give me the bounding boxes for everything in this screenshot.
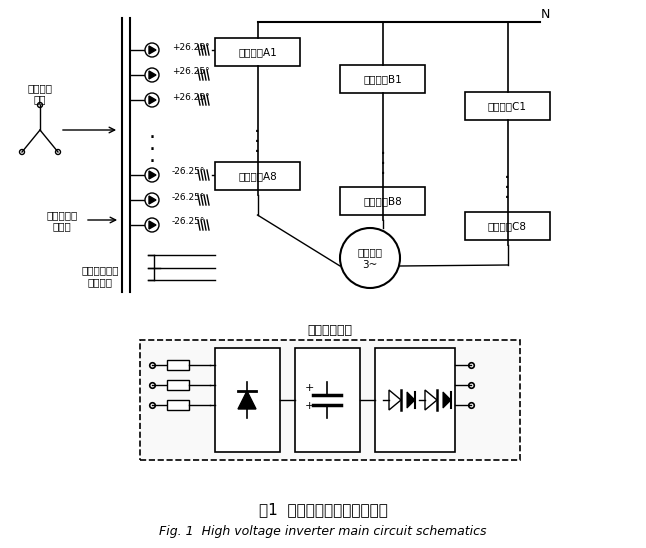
- Text: +26.25°: +26.25°: [172, 67, 209, 77]
- Text: ·: ·: [505, 189, 510, 208]
- Text: 输入: 输入: [34, 94, 47, 104]
- Text: -26.25°: -26.25°: [172, 192, 205, 202]
- Circle shape: [145, 68, 159, 82]
- Circle shape: [145, 218, 159, 232]
- Text: ·: ·: [505, 179, 510, 197]
- Polygon shape: [149, 96, 156, 104]
- Bar: [215, 38, 300, 66]
- Text: ·: ·: [255, 123, 260, 142]
- Text: ·: ·: [149, 128, 156, 148]
- Text: 三相变压变频: 三相变压变频: [81, 265, 119, 275]
- Polygon shape: [407, 392, 415, 408]
- Text: ·: ·: [149, 152, 156, 172]
- Bar: [167, 400, 189, 410]
- Bar: [140, 340, 520, 460]
- Text: 图1  高压变频器主电路原理图: 图1 高压变频器主电路原理图: [258, 503, 388, 517]
- Text: 高压电机: 高压电机: [357, 247, 382, 257]
- Circle shape: [340, 228, 400, 288]
- Text: 功率模块A1: 功率模块A1: [238, 47, 277, 57]
- Text: -26.25°: -26.25°: [172, 168, 205, 176]
- Text: -26.25°: -26.25°: [172, 218, 205, 226]
- Polygon shape: [238, 391, 256, 409]
- Text: 功率模块C1: 功率模块C1: [488, 101, 527, 111]
- Bar: [465, 92, 550, 120]
- Text: 功率模块A8: 功率模块A8: [238, 171, 277, 181]
- Circle shape: [145, 93, 159, 107]
- Text: Fig. 1  High voltage inverter main circuit schematics: Fig. 1 High voltage inverter main circui…: [160, 526, 486, 539]
- Text: 功率模块B8: 功率模块B8: [363, 196, 402, 206]
- Text: ·: ·: [379, 156, 386, 174]
- Bar: [215, 348, 280, 452]
- Polygon shape: [149, 71, 156, 79]
- Text: ·: ·: [255, 144, 260, 163]
- Polygon shape: [149, 171, 156, 179]
- Polygon shape: [149, 196, 156, 204]
- Circle shape: [145, 168, 159, 182]
- Text: 高压输出: 高压输出: [87, 277, 112, 287]
- Text: ·: ·: [505, 168, 510, 187]
- Text: 集成一体式: 集成一体式: [47, 210, 78, 220]
- Text: 功率单元结构: 功率单元结构: [307, 323, 353, 336]
- Text: 功率模块B1: 功率模块B1: [363, 74, 402, 84]
- Text: N: N: [540, 8, 550, 20]
- Text: ·: ·: [379, 146, 386, 164]
- Text: 三相高压: 三相高压: [28, 83, 52, 93]
- Bar: [340, 187, 425, 215]
- Polygon shape: [443, 392, 451, 408]
- Circle shape: [145, 43, 159, 57]
- Bar: [167, 380, 189, 390]
- Text: +26.25°: +26.25°: [172, 43, 209, 52]
- Text: 3~: 3~: [362, 260, 378, 270]
- Circle shape: [145, 193, 159, 207]
- Text: +26.25°: +26.25°: [172, 93, 209, 101]
- Polygon shape: [149, 221, 156, 229]
- Bar: [375, 348, 455, 452]
- Text: ·: ·: [149, 140, 156, 160]
- Bar: [465, 212, 550, 240]
- Text: +: +: [304, 401, 314, 411]
- Text: 功率模块C8: 功率模块C8: [488, 221, 527, 231]
- Text: 变压器: 变压器: [52, 221, 71, 231]
- Text: +: +: [304, 383, 314, 393]
- Text: ·: ·: [255, 134, 260, 152]
- Text: ·: ·: [379, 165, 386, 185]
- Bar: [167, 360, 189, 370]
- Bar: [295, 348, 360, 452]
- Bar: [340, 65, 425, 93]
- Bar: [215, 162, 300, 190]
- Polygon shape: [149, 46, 156, 54]
